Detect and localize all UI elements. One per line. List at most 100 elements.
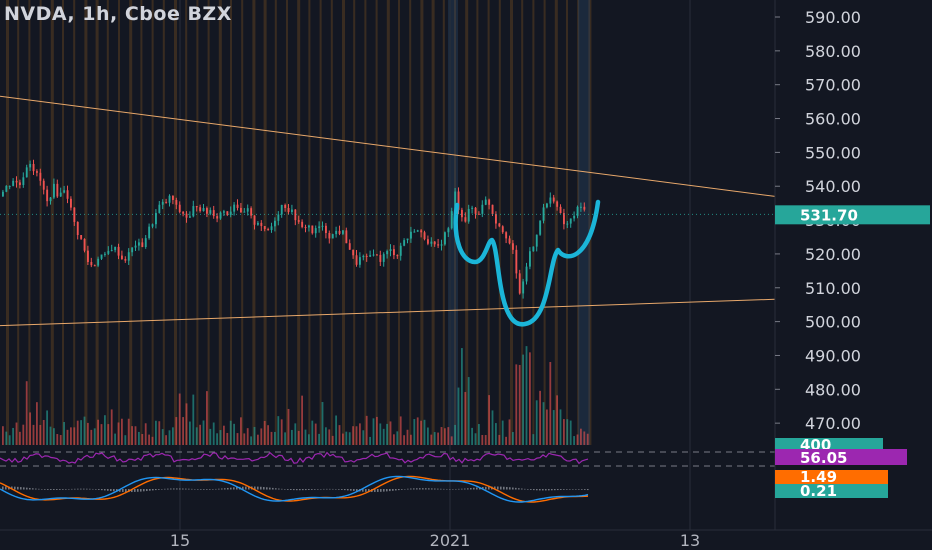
candle-body — [73, 207, 76, 222]
candle-body — [447, 228, 450, 233]
candle-body — [59, 192, 62, 197]
volume-bar — [542, 402, 545, 445]
volume-bar — [352, 426, 354, 445]
volume-bar — [549, 362, 552, 445]
price-tick-label: 520.00 — [805, 245, 861, 264]
volume-bar — [416, 417, 419, 445]
volume-bar — [552, 410, 555, 445]
trendlines[interactable] — [0, 95, 776, 327]
volume-bar — [172, 427, 174, 445]
macd-histogram-bar — [521, 488, 523, 490]
volume-bar — [444, 428, 446, 445]
macd-histogram-bar — [458, 488, 460, 490]
candle-body — [495, 214, 497, 224]
candle-body — [161, 201, 164, 205]
session-band — [510, 0, 513, 445]
macd-histogram-bar — [311, 489, 313, 490]
macd-histogram-bar — [416, 488, 418, 490]
macd-histogram-bar — [23, 487, 25, 490]
candle-body — [165, 201, 168, 203]
volume-bar — [121, 418, 123, 445]
volume-bar — [586, 433, 589, 445]
macd-histogram-bar — [503, 486, 505, 490]
session-band — [207, 0, 210, 445]
volume-bar — [97, 419, 99, 445]
macd-histogram-bar — [380, 489, 382, 492]
macd-histogram-bar — [131, 489, 133, 493]
candle-body — [39, 172, 42, 181]
volume-bar — [233, 423, 235, 445]
macd-histogram-bar — [389, 489, 391, 492]
volume-bar — [127, 418, 130, 445]
macd-histogram-bar — [293, 489, 295, 491]
volume-bar — [158, 421, 161, 445]
macd-histogram-bar — [563, 489, 565, 490]
volume-bar — [546, 409, 548, 445]
candle-body — [175, 199, 178, 205]
candle-body — [12, 180, 15, 186]
macd-histogram-bar — [383, 489, 385, 492]
macd-histogram-bar — [290, 489, 292, 490]
time-axis[interactable]: 15 2021 13 — [170, 531, 700, 550]
volume-bar — [70, 427, 72, 445]
candle-body — [352, 249, 355, 256]
macd-histogram-bar — [41, 489, 43, 490]
candle-body — [49, 197, 52, 202]
macd-histogram-bar — [350, 489, 352, 491]
volume-bar — [569, 420, 572, 445]
candle-body — [308, 225, 310, 228]
price-tick-label: 510.00 — [805, 279, 861, 298]
macd-histogram-bar — [515, 487, 517, 490]
macd-histogram-bar — [68, 489, 70, 490]
volume-bar — [73, 427, 76, 445]
macd-histogram-bar — [245, 486, 247, 490]
macd-histogram-bar — [77, 488, 79, 490]
volume-bar — [216, 433, 218, 445]
volume-bar — [488, 395, 490, 445]
volume-bar — [311, 420, 314, 445]
macd-histogram-bar — [407, 488, 409, 490]
session-band — [398, 0, 400, 445]
price-tick-label: 490.00 — [805, 346, 861, 365]
drawn-annotation[interactable] — [453, 199, 601, 327]
macd-histogram-bar — [548, 489, 550, 491]
candle-body — [226, 211, 229, 215]
volume-bar — [83, 416, 86, 445]
macd-histogram-bar — [500, 486, 502, 490]
candle-body — [440, 244, 443, 246]
volume-bar — [450, 436, 453, 445]
macd-histogram-bar — [497, 486, 499, 490]
signal-tag-label: 0.21 — [800, 482, 837, 500]
volume-bar — [481, 434, 484, 445]
macd-histogram-bar — [404, 489, 406, 490]
volume-bar — [229, 420, 232, 445]
volume-bar — [403, 435, 405, 445]
candle-body — [454, 191, 457, 212]
macd-histogram-bar — [26, 487, 28, 490]
macd-histogram-bar — [527, 489, 529, 490]
macd-histogram-bar — [449, 489, 451, 490]
macd-histogram-bar — [530, 489, 532, 490]
candle-body — [348, 243, 351, 250]
volume-bar — [321, 402, 324, 445]
volume-bar — [314, 423, 317, 445]
candle-body — [22, 177, 25, 185]
session-band — [532, 0, 535, 445]
candle-body — [569, 218, 572, 224]
candle-body — [117, 246, 120, 256]
macd-histogram-bar — [455, 488, 457, 490]
volume-bar — [389, 421, 392, 445]
volume-bar — [423, 419, 426, 445]
volume-bar — [304, 429, 307, 445]
volume-bar — [365, 415, 368, 445]
session-band — [487, 0, 490, 445]
macd-histogram-bar — [206, 489, 208, 490]
macd-histogram-bar — [197, 489, 199, 490]
session-band — [151, 0, 154, 445]
volume-bar — [386, 423, 388, 445]
volume-bar — [505, 436, 507, 445]
volume-bar — [151, 436, 154, 445]
candle-body — [437, 244, 440, 246]
volume-bar — [223, 425, 225, 445]
